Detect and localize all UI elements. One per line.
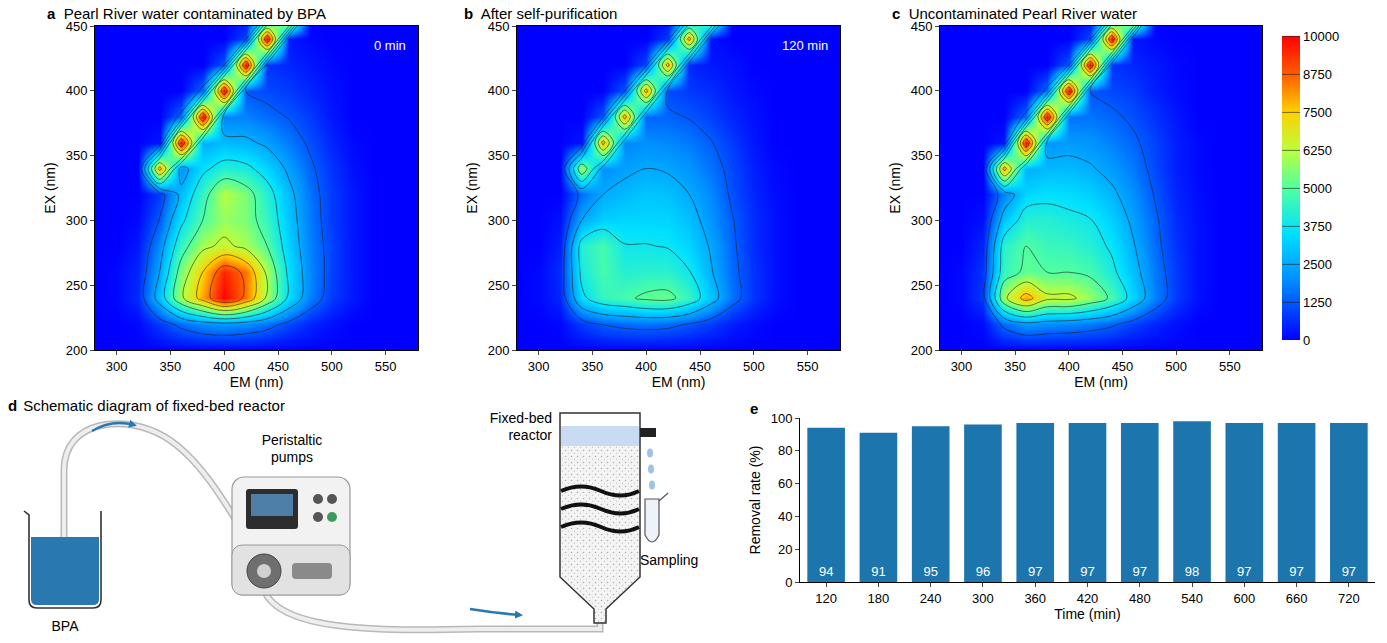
svg-text:0: 0 bbox=[1303, 333, 1310, 348]
svg-text:EX (nm): EX (nm) bbox=[42, 162, 58, 213]
svg-text:450: 450 bbox=[267, 359, 289, 374]
svg-text:97: 97 bbox=[1342, 564, 1356, 579]
svg-text:550: 550 bbox=[375, 359, 397, 374]
svg-text:400: 400 bbox=[635, 359, 657, 374]
svg-text:EM (nm): EM (nm) bbox=[230, 374, 284, 390]
svg-text:400: 400 bbox=[213, 359, 235, 374]
svg-text:200: 200 bbox=[911, 343, 933, 358]
svg-text:97: 97 bbox=[1080, 564, 1094, 579]
svg-text:6250: 6250 bbox=[1303, 143, 1332, 158]
svg-text:720: 720 bbox=[1338, 591, 1360, 606]
svg-text:80: 80 bbox=[778, 443, 792, 458]
svg-text:360: 360 bbox=[1024, 591, 1046, 606]
svg-text:600: 600 bbox=[1233, 591, 1255, 606]
svg-text:7500: 7500 bbox=[1303, 105, 1332, 120]
svg-text:8750: 8750 bbox=[1303, 67, 1332, 82]
svg-text:660: 660 bbox=[1286, 591, 1308, 606]
svg-text:0 min: 0 min bbox=[374, 38, 406, 53]
svg-text:180: 180 bbox=[868, 591, 890, 606]
svg-text:e: e bbox=[750, 400, 758, 417]
svg-text:2500: 2500 bbox=[1303, 257, 1332, 272]
svg-text:350: 350 bbox=[66, 148, 88, 163]
svg-text:10000: 10000 bbox=[1303, 29, 1339, 44]
svg-text:91: 91 bbox=[871, 564, 885, 579]
svg-text:250: 250 bbox=[66, 278, 88, 293]
svg-text:0: 0 bbox=[785, 575, 792, 590]
svg-text:c Uncontaminated Pearl River: c Uncontaminated Pearl River water bbox=[892, 5, 1137, 22]
svg-text:95: 95 bbox=[923, 564, 937, 579]
svg-text:Removal rate (%): Removal rate (%) bbox=[747, 446, 763, 555]
svg-text:450: 450 bbox=[689, 359, 711, 374]
svg-text:450: 450 bbox=[911, 19, 933, 34]
svg-text:100: 100 bbox=[771, 411, 793, 426]
svg-text:97: 97 bbox=[1237, 564, 1251, 579]
svg-text:Time (min): Time (min) bbox=[1054, 606, 1120, 622]
svg-text:3750: 3750 bbox=[1303, 219, 1332, 234]
svg-text:500: 500 bbox=[321, 359, 343, 374]
svg-text:480: 480 bbox=[1129, 591, 1151, 606]
svg-text:400: 400 bbox=[488, 83, 510, 98]
svg-text:350: 350 bbox=[911, 148, 933, 163]
svg-text:550: 550 bbox=[1219, 359, 1241, 374]
svg-text:Sampling: Sampling bbox=[640, 552, 698, 568]
svg-text:250: 250 bbox=[488, 278, 510, 293]
svg-text:400: 400 bbox=[66, 83, 88, 98]
svg-text:dSchematic diagram of fixed-be: dSchematic diagram of fixed-bed reactor bbox=[8, 397, 285, 414]
svg-text:reactor: reactor bbox=[508, 427, 552, 443]
svg-text:97: 97 bbox=[1289, 564, 1303, 579]
svg-text:98: 98 bbox=[1185, 564, 1199, 579]
svg-text:350: 350 bbox=[1004, 359, 1026, 374]
svg-text:350: 350 bbox=[582, 359, 604, 374]
svg-text:EX (nm): EX (nm) bbox=[464, 162, 480, 213]
svg-text:200: 200 bbox=[488, 343, 510, 358]
svg-text:EM (nm): EM (nm) bbox=[1074, 374, 1128, 390]
svg-text:300: 300 bbox=[951, 359, 973, 374]
svg-text:300: 300 bbox=[488, 213, 510, 228]
svg-text:500: 500 bbox=[1165, 359, 1187, 374]
svg-text:250: 250 bbox=[911, 278, 933, 293]
svg-text:b After self-purification: b After self-purification bbox=[464, 5, 617, 22]
svg-text:450: 450 bbox=[488, 19, 510, 34]
svg-text:420: 420 bbox=[1077, 591, 1099, 606]
svg-text:97: 97 bbox=[1028, 564, 1042, 579]
svg-text:EM (nm): EM (nm) bbox=[652, 374, 706, 390]
svg-text:Peristaltic: Peristaltic bbox=[262, 432, 323, 448]
svg-text:350: 350 bbox=[488, 148, 510, 163]
svg-text:EX (nm): EX (nm) bbox=[887, 162, 903, 213]
svg-text:300: 300 bbox=[528, 359, 550, 374]
svg-text:500: 500 bbox=[743, 359, 765, 374]
svg-text:240: 240 bbox=[920, 591, 942, 606]
svg-text:300: 300 bbox=[106, 359, 128, 374]
svg-text:pumps: pumps bbox=[271, 449, 313, 465]
svg-text:BPA: BPA bbox=[52, 618, 80, 634]
svg-text:450: 450 bbox=[66, 19, 88, 34]
svg-text:60: 60 bbox=[778, 476, 792, 491]
svg-text:200: 200 bbox=[66, 343, 88, 358]
svg-text:350: 350 bbox=[160, 359, 182, 374]
svg-text:94: 94 bbox=[819, 564, 833, 579]
svg-text:540: 540 bbox=[1181, 591, 1203, 606]
svg-text:300: 300 bbox=[66, 213, 88, 228]
svg-text:120: 120 bbox=[815, 591, 837, 606]
svg-text:400: 400 bbox=[1058, 359, 1080, 374]
svg-text:300: 300 bbox=[972, 591, 994, 606]
svg-text:400: 400 bbox=[911, 83, 933, 98]
svg-text:5000: 5000 bbox=[1303, 181, 1332, 196]
svg-text:120 min: 120 min bbox=[782, 38, 828, 53]
svg-text:550: 550 bbox=[797, 359, 819, 374]
svg-text:20: 20 bbox=[778, 542, 792, 557]
svg-text:96: 96 bbox=[976, 564, 990, 579]
svg-text:40: 40 bbox=[778, 509, 792, 524]
svg-text:1250: 1250 bbox=[1303, 295, 1332, 310]
svg-text:300: 300 bbox=[911, 213, 933, 228]
svg-text:450: 450 bbox=[1112, 359, 1134, 374]
svg-text:Fixed-bed: Fixed-bed bbox=[490, 410, 552, 426]
svg-text:97: 97 bbox=[1133, 564, 1147, 579]
svg-text:a Pearl River water contamina: a Pearl River water contaminated by BPA bbox=[47, 5, 326, 22]
